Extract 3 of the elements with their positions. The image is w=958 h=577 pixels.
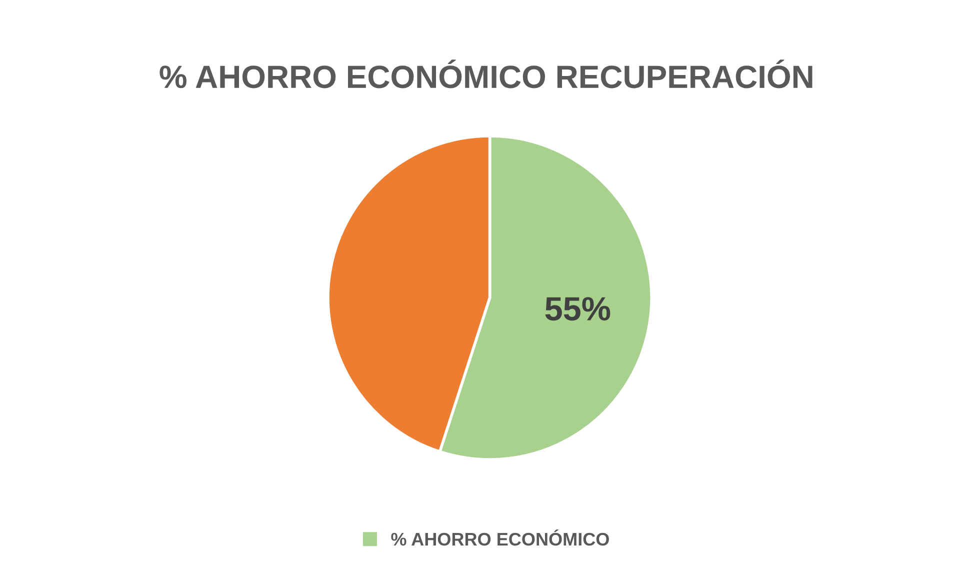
chart-title: % AHORRO ECONÓMICO RECUPERACIÓN xyxy=(160,60,812,88)
legend-label: % AHORRO ECONÓMICO xyxy=(391,529,609,546)
data-label: 55% xyxy=(545,297,610,321)
